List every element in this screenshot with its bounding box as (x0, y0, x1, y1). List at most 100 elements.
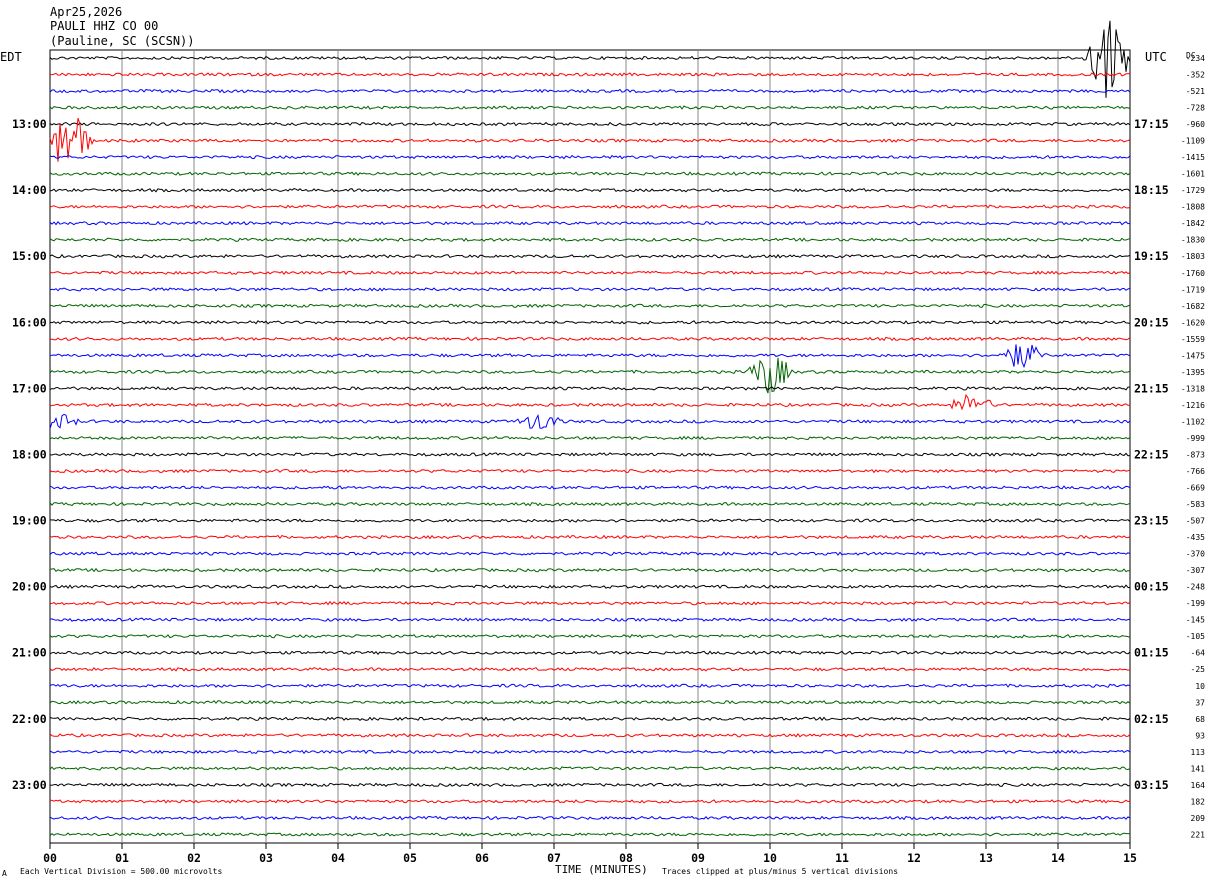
dc-offset-label: -1109 (1181, 137, 1205, 146)
x-tick-label: 15 (1123, 851, 1137, 865)
trace-line-21 (49, 393, 1130, 411)
scale-note: Each Vertical Division = 500.00 microvol… (20, 867, 222, 876)
right-hour-label: 19:15 (1134, 249, 1169, 263)
dc-offset-label: -1395 (1181, 368, 1205, 377)
trace-line-45 (49, 799, 1131, 804)
dc-offset-label: 113 (1191, 748, 1206, 757)
right-hour-label: 23:15 (1134, 514, 1169, 528)
left-hour-label: 18:00 (12, 447, 47, 461)
dc-offset-label: -1803 (1181, 252, 1205, 261)
trace-line-17 (49, 336, 1131, 342)
trace-line-3 (49, 105, 1131, 110)
trace-line-46 (49, 815, 1131, 821)
dc-offset-label: 10 (1195, 682, 1205, 691)
left-hour-label: 21:00 (12, 646, 47, 660)
left-hour-label: 16:00 (12, 315, 47, 329)
right-hour-label: 01:15 (1134, 646, 1169, 660)
trace-line-2 (49, 88, 1131, 94)
trace-line-12 (49, 253, 1131, 259)
dc-offset-label: -1729 (1181, 186, 1205, 195)
dc-offset-label: -999 (1186, 434, 1205, 443)
dc-offset-label: -435 (1186, 533, 1205, 542)
right-timezone-label: UTC (1145, 50, 1167, 64)
dc-offset-label: -766 (1186, 467, 1205, 476)
dc-offset-label: -199 (1186, 599, 1205, 608)
x-tick-label: 07 (547, 851, 561, 865)
trace-line-27 (49, 501, 1131, 507)
dc-offset-label: -370 (1186, 550, 1205, 559)
dc-offset-label: -873 (1186, 450, 1205, 459)
left-timezone-label: EDT (0, 50, 22, 64)
x-tick-label: 14 (1051, 851, 1065, 865)
trace-line-11 (49, 237, 1131, 242)
left-hour-label: 23:00 (12, 778, 47, 792)
dc-offset-label: -1415 (1181, 153, 1205, 162)
dc-offset-label: -1808 (1181, 203, 1205, 212)
dc-offset-label: -1559 (1181, 335, 1205, 344)
trace-line-44 (49, 782, 1131, 788)
right-hour-label: 22:15 (1134, 447, 1169, 461)
x-tick-label: 13 (979, 851, 993, 865)
dc-offset-label: -352 (1186, 71, 1205, 80)
trace-line-31 (49, 567, 1131, 573)
dc-offset-label: -960 (1186, 120, 1205, 129)
location-label: (Pauline, SC (SCSN)) (50, 34, 195, 48)
left-hour-label: 15:00 (12, 249, 47, 263)
trace-line-5 (49, 117, 1131, 162)
date-label: Apr25,2026 (50, 5, 122, 19)
trace-line-0 (49, 20, 1131, 98)
dc-offset-label: -1620 (1181, 318, 1205, 327)
trace-line-24 (49, 452, 1131, 457)
right-hour-labels: 17:15 18:15 19:15 20:15 21:15 22:15 23:15 00:15… (1134, 117, 1169, 792)
trace-line-32 (49, 584, 1131, 589)
trace-line-14 (49, 287, 1131, 292)
trace-line-41 (49, 732, 1131, 738)
x-tick-label: 06 (475, 851, 489, 865)
dc-offset-label: -1830 (1181, 236, 1205, 245)
dc-offset-label: -1682 (1181, 302, 1205, 311)
right-hour-label: 20:15 (1134, 315, 1169, 329)
trace-line-6 (49, 154, 1131, 160)
dc-offset-label: -583 (1186, 500, 1205, 509)
dc-offset-label: -1475 (1181, 351, 1205, 360)
x-tick-label: 11 (835, 851, 849, 865)
right-hour-label: 18:15 (1134, 183, 1169, 197)
trace-line-29 (49, 534, 1131, 540)
trace-line-1 (50, 72, 1131, 77)
trace-line-47 (49, 832, 1131, 837)
trace-line-28 (49, 518, 1131, 523)
dc-offset-label: -145 (1186, 616, 1205, 625)
dc-offset-label: 209 (1191, 814, 1206, 823)
trace-line-23 (49, 435, 1131, 441)
dc-label: DC (1186, 51, 1196, 60)
trace-line-15 (49, 303, 1131, 308)
left-hour-labels: 13:00 14:00 15:00 16:00 17:00 18:00 19:00 20:00… (12, 117, 47, 792)
dc-offset-label: 141 (1191, 764, 1206, 773)
dc-offset-label: 221 (1191, 830, 1206, 839)
dc-offset-label: -507 (1186, 517, 1205, 526)
x-tick-label: 12 (907, 851, 921, 865)
x-tick-label: 00 (43, 851, 57, 865)
dc-offset-label: 37 (1195, 698, 1205, 707)
dc-offset-label: -521 (1186, 87, 1205, 96)
grid-lines (121, 50, 1059, 843)
clip-note: Traces clipped at plus/minus 5 vertical … (662, 867, 898, 876)
trace-line-20 (49, 386, 1130, 391)
left-hour-label: 17:00 (12, 381, 47, 395)
right-hour-label: 02:15 (1134, 712, 1169, 726)
trace-line-26 (49, 485, 1131, 490)
trace-line-8 (49, 187, 1131, 193)
dc-offset-label: -64 (1191, 649, 1206, 658)
dc-offset-label: 93 (1195, 731, 1205, 740)
dc-offset-label: -1102 (1181, 417, 1205, 426)
trace-line-25 (49, 468, 1131, 474)
right-hour-label: 03:15 (1134, 778, 1169, 792)
dc-offset-label: -234 (1186, 54, 1205, 63)
x-tick-label: 09 (691, 851, 705, 865)
trace-line-35 (49, 634, 1131, 639)
x-tick-label: 02 (187, 851, 201, 865)
dc-offset-label: -1318 (1181, 384, 1205, 393)
trace-line-19 (49, 357, 1131, 394)
trace-line-16 (49, 320, 1131, 325)
